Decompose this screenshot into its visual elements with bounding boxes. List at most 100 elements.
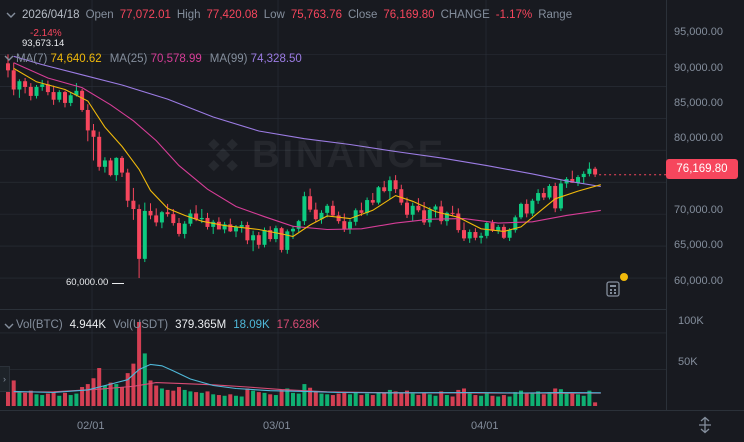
auto-scale-icon[interactable]: [696, 416, 714, 434]
candle-body: [581, 173, 586, 178]
volume-bar: [205, 391, 210, 406]
volume-bar: [165, 389, 170, 406]
volume-bar: [199, 392, 204, 406]
volume-bar: [234, 395, 238, 406]
high-marker-label: 93,673.14: [22, 38, 65, 49]
volume-bar: [536, 391, 541, 406]
volume-bar: [547, 392, 552, 406]
volume-bar: [376, 392, 381, 406]
volume-bar: [142, 353, 147, 406]
volume-bar: [530, 392, 535, 406]
candle-body: [34, 86, 39, 96]
volume-bar: [228, 394, 233, 406]
candle-body: [325, 205, 330, 213]
candle-body: [553, 186, 558, 209]
price-tick: 65,000.00: [674, 239, 723, 251]
volume-bar: [399, 392, 404, 406]
candle-body: [359, 210, 364, 213]
candle-body: [159, 212, 164, 223]
candle-body: [262, 230, 267, 245]
calculator-icon[interactable]: [604, 281, 622, 297]
volume-bar: [148, 380, 153, 406]
price-tick: 95,000.00: [674, 26, 723, 38]
candle-body: [313, 209, 318, 220]
last-price-tag: 76,169.80: [666, 159, 738, 179]
volume-bar: [120, 387, 124, 406]
candle-body: [91, 130, 96, 137]
volume-bar: [194, 392, 199, 406]
high-value: 77,420.08: [206, 9, 258, 21]
candle-body: [45, 84, 50, 93]
low-marker-label: 60,000.00: [66, 277, 109, 288]
vol-usdt-label: Vol(USDT): [113, 319, 169, 331]
volume-bar: [570, 393, 575, 406]
candle-body: [120, 157, 124, 173]
time-tick: 03/01: [263, 420, 291, 432]
volume-bar: [462, 388, 466, 406]
candle-body: [182, 223, 187, 234]
volume-bar: [427, 394, 432, 406]
volume-bar: [211, 394, 216, 406]
candle-body: [11, 70, 16, 90]
time-tick: 02/01: [77, 420, 105, 432]
high-label: High: [176, 9, 201, 21]
volume-bar: [245, 388, 250, 406]
candle-body: [416, 205, 421, 211]
candle-body: [576, 177, 580, 183]
candle-body: [154, 215, 159, 223]
expand-panel-button[interactable]: ›: [0, 366, 10, 392]
volume-bar: [102, 385, 107, 406]
ma25-line: [13, 62, 601, 231]
volume-bar: [6, 389, 10, 406]
candle-body: [570, 178, 575, 183]
candle-body: [125, 172, 130, 201]
volume-bar: [291, 392, 295, 406]
low-label: Low: [263, 9, 285, 21]
time-tick: 04/01: [471, 420, 499, 432]
candle-body: [330, 205, 335, 216]
volume-bar: [336, 393, 341, 406]
volume-bar: [45, 393, 50, 406]
price-tick: 80,000.00: [674, 132, 723, 144]
candle-body: [40, 84, 45, 87]
candle-body: [108, 160, 113, 176]
candle-body: [405, 202, 409, 215]
candle-body: [57, 92, 62, 100]
candle-body: [593, 168, 598, 175]
chevron-down-icon[interactable]: [4, 53, 14, 63]
chevron-down-icon[interactable]: [6, 10, 16, 20]
candle-body: [80, 90, 85, 110]
volume-bar: [319, 393, 324, 406]
candle-date: 2026/04/18: [22, 9, 80, 21]
candle-body: [342, 221, 347, 230]
candle-body: [376, 187, 381, 203]
volume-bar: [393, 391, 398, 406]
close-label: Close: [347, 9, 378, 21]
candle-body: [63, 92, 67, 103]
open-label: Open: [85, 9, 114, 21]
candle-body: [410, 205, 415, 215]
candle-body: [433, 206, 438, 210]
volume-bar: [342, 392, 347, 406]
candle-body: [439, 206, 444, 222]
vol-usdt-value: 379.365M: [175, 319, 227, 331]
low-marker-line: [112, 283, 124, 284]
chevron-down-icon[interactable]: [4, 321, 14, 331]
volume-bar: [285, 388, 290, 406]
candle-body: [239, 224, 244, 227]
candle-body: [370, 200, 375, 203]
candle-body: [23, 81, 28, 87]
volume-bar: [439, 391, 444, 406]
candle-body: [336, 215, 341, 222]
price-tick: 70,000.00: [674, 204, 723, 216]
volume-bar: [80, 387, 85, 406]
candle-body: [501, 226, 506, 238]
candle-body: [399, 189, 404, 203]
watermark-text: BINANCE: [252, 134, 447, 176]
candle-body: [507, 230, 512, 238]
volume-bar: [416, 395, 421, 406]
volume-bar: [593, 402, 598, 406]
volume-bar: [108, 382, 113, 406]
